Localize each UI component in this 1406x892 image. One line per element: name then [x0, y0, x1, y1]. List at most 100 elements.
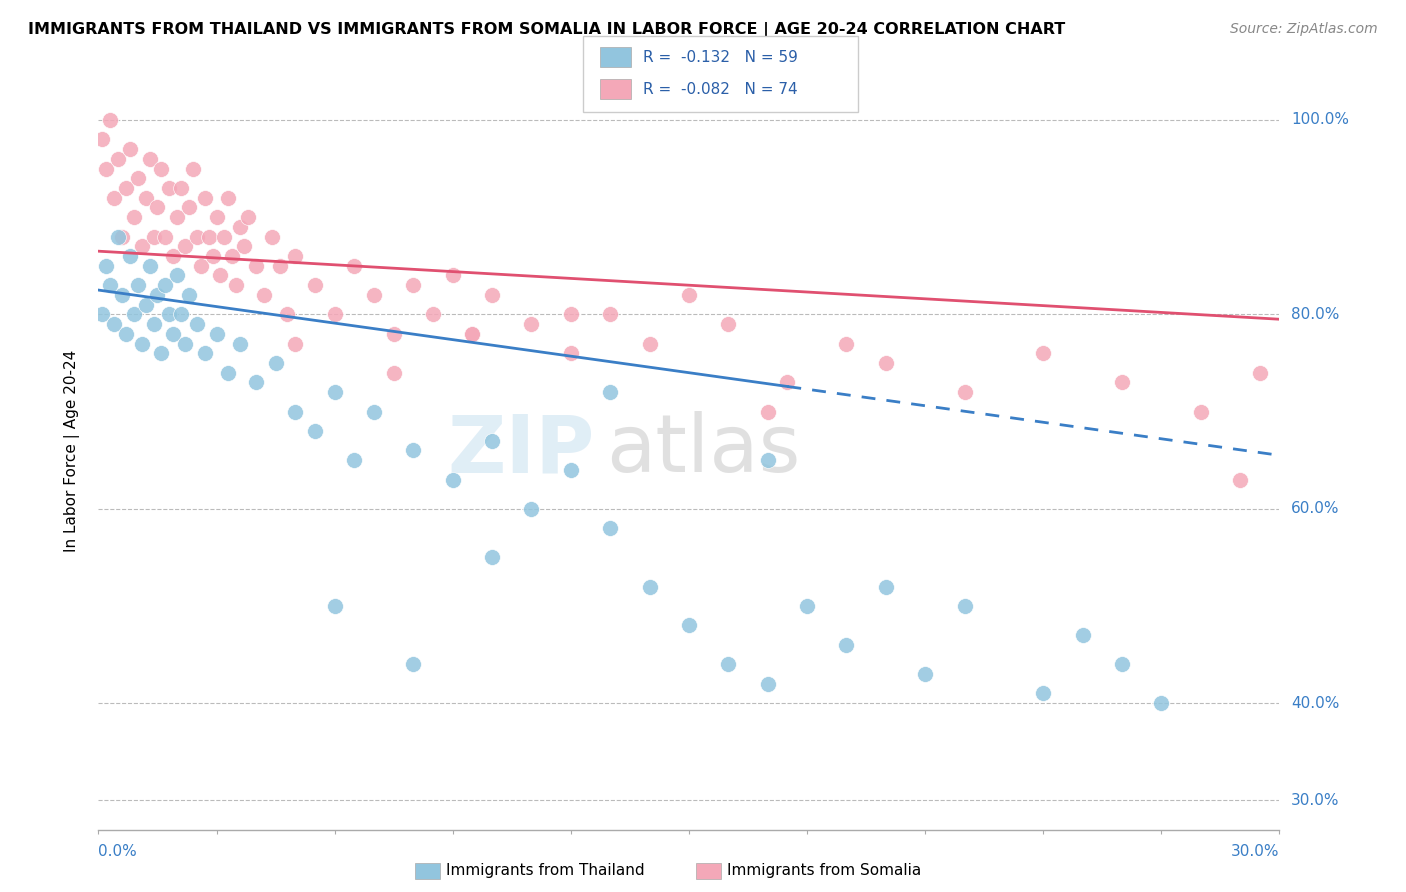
Point: [796, 599, 818, 613]
Point: [260, 229, 283, 244]
Point: [599, 521, 621, 535]
Point: [155, 278, 177, 293]
Point: [560, 463, 582, 477]
Point: [162, 249, 184, 263]
Point: [229, 336, 252, 351]
Point: [118, 249, 141, 263]
Point: [441, 268, 464, 283]
Point: [201, 249, 224, 263]
Point: [174, 239, 197, 253]
Point: [1032, 686, 1054, 700]
Point: [91, 307, 114, 321]
Point: [520, 501, 543, 516]
Point: [560, 307, 582, 321]
Point: [186, 229, 208, 244]
Point: [166, 268, 188, 283]
Point: [1111, 657, 1133, 672]
Point: [1032, 346, 1054, 360]
Point: [96, 161, 118, 176]
Point: [162, 326, 184, 341]
Point: [481, 434, 503, 448]
Point: [142, 317, 165, 331]
Point: [875, 356, 897, 370]
Point: [236, 210, 259, 224]
Point: [284, 249, 307, 263]
Point: [245, 376, 267, 390]
Point: [146, 288, 169, 302]
Text: 0.0%: 0.0%: [98, 844, 138, 859]
Point: [382, 326, 405, 341]
Point: [599, 385, 621, 400]
Point: [1189, 404, 1212, 418]
Point: [776, 376, 799, 390]
Point: [914, 667, 936, 681]
Point: [323, 599, 346, 613]
Point: [135, 191, 157, 205]
Point: [150, 161, 173, 176]
Point: [98, 278, 121, 293]
Text: R =  -0.132   N = 59: R = -0.132 N = 59: [643, 50, 797, 64]
Point: [221, 249, 243, 263]
Point: [1111, 376, 1133, 390]
Point: [107, 152, 129, 166]
Text: 30.0%: 30.0%: [1232, 844, 1279, 859]
Point: [205, 326, 228, 341]
Text: IMMIGRANTS FROM THAILAND VS IMMIGRANTS FROM SOMALIA IN LABOR FORCE | AGE 20-24 C: IMMIGRANTS FROM THAILAND VS IMMIGRANTS F…: [28, 22, 1066, 38]
Point: [520, 317, 543, 331]
Text: Immigrants from Somalia: Immigrants from Somalia: [727, 863, 921, 878]
Point: [157, 307, 180, 321]
Point: [461, 326, 484, 341]
Point: [122, 307, 145, 321]
Text: atlas: atlas: [606, 411, 800, 490]
Point: [135, 298, 157, 312]
Point: [678, 618, 700, 632]
Point: [194, 346, 217, 360]
Point: [402, 278, 425, 293]
Point: [422, 307, 444, 321]
Point: [1150, 696, 1173, 710]
Text: Immigrants from Thailand: Immigrants from Thailand: [446, 863, 644, 878]
Point: [264, 356, 287, 370]
Text: 60.0%: 60.0%: [1291, 501, 1340, 516]
Point: [205, 210, 228, 224]
Point: [122, 210, 145, 224]
Point: [127, 171, 149, 186]
Point: [131, 336, 153, 351]
Point: [233, 239, 256, 253]
Point: [118, 142, 141, 156]
Point: [638, 336, 661, 351]
Point: [194, 191, 217, 205]
Point: [91, 132, 114, 146]
Point: [276, 307, 298, 321]
Point: [253, 288, 276, 302]
Point: [363, 288, 385, 302]
Point: [402, 657, 425, 672]
Point: [217, 191, 239, 205]
Point: [284, 404, 307, 418]
Point: [96, 259, 118, 273]
Text: ZIP: ZIP: [447, 411, 595, 490]
Point: [115, 326, 138, 341]
Point: [678, 288, 700, 302]
Point: [186, 317, 208, 331]
Point: [953, 599, 976, 613]
Text: R =  -0.082   N = 74: R = -0.082 N = 74: [643, 82, 797, 96]
Point: [481, 550, 503, 565]
Point: [166, 210, 188, 224]
Point: [229, 219, 252, 234]
Point: [717, 317, 740, 331]
Point: [127, 278, 149, 293]
Point: [1229, 473, 1251, 487]
Point: [157, 181, 180, 195]
Point: [1249, 366, 1271, 380]
Point: [835, 638, 858, 652]
Point: [269, 259, 291, 273]
Point: [953, 385, 976, 400]
Point: [1071, 628, 1094, 642]
Point: [304, 278, 326, 293]
Point: [441, 473, 464, 487]
Text: 40.0%: 40.0%: [1291, 696, 1340, 711]
Point: [131, 239, 153, 253]
Point: [177, 288, 200, 302]
Text: Source: ZipAtlas.com: Source: ZipAtlas.com: [1230, 22, 1378, 37]
